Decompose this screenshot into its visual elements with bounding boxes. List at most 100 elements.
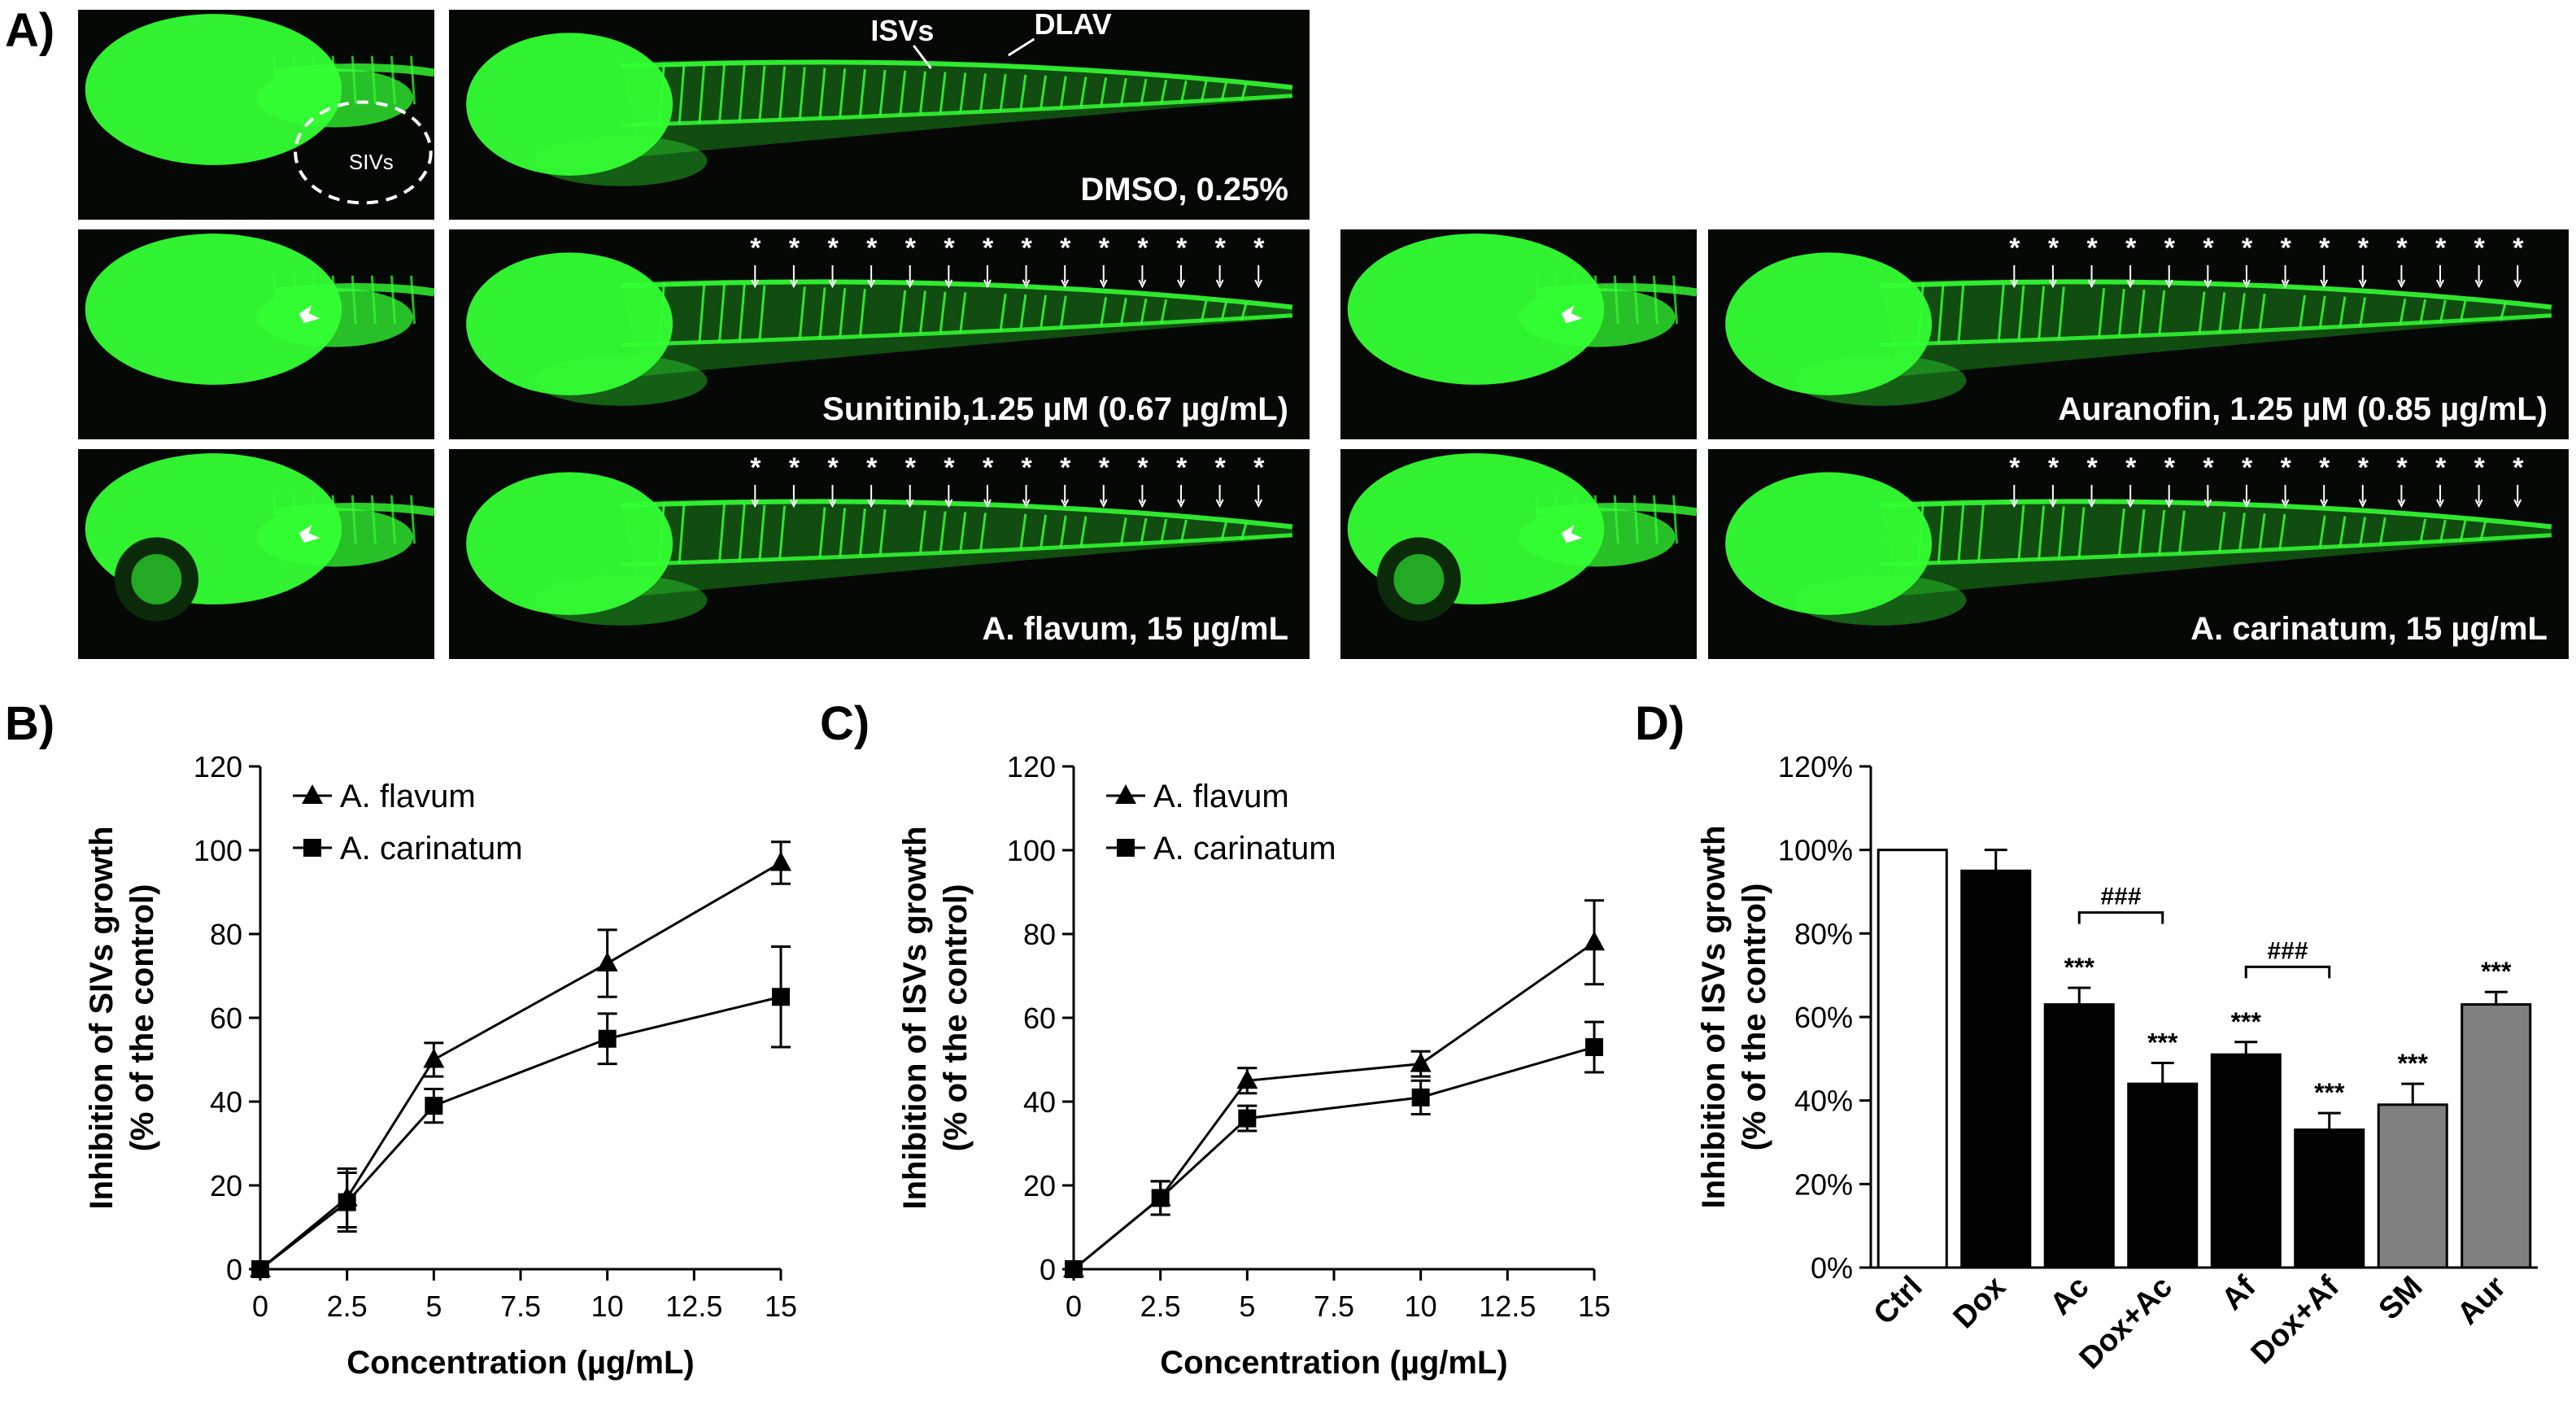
panel-label-a: A)	[5, 4, 55, 57]
micrograph-body-aflavum: * * * * * * * * * * * * * * A. flavum, 15 µg/mL	[449, 449, 1310, 659]
significance-label: ***	[2231, 1007, 2262, 1037]
svg-text:*: *	[983, 233, 994, 264]
bar	[2210, 1053, 2282, 1269]
bar	[2127, 1082, 2199, 1269]
significance-label: ***	[2481, 957, 2512, 986]
data-point	[423, 1048, 445, 1068]
arrow-icon	[1561, 305, 1583, 324]
bar	[2460, 1003, 2532, 1269]
svg-text:*: *	[2242, 233, 2253, 264]
svg-text:*: *	[2513, 233, 2524, 264]
data-point	[598, 1029, 617, 1048]
x-tick-label: 12.5	[1479, 1290, 1536, 1323]
svg-text:*: *	[2087, 452, 2099, 483]
svg-text:*: *	[1022, 452, 1033, 483]
sivs-label: SIVs	[349, 150, 394, 174]
x-tick-label: 7.5	[500, 1290, 541, 1323]
x-tick-label: Ac	[2044, 1270, 2096, 1322]
legend-label: A. carinatum	[340, 831, 523, 866]
y-tick-label: 0	[226, 1253, 242, 1286]
arrow-icon	[299, 525, 320, 543]
svg-text:*: *	[2242, 452, 2253, 483]
svg-text:*: *	[2513, 452, 2524, 483]
x-tick-label: 5	[425, 1290, 442, 1323]
svg-text:*: *	[2396, 452, 2408, 483]
micrograph-caption-auranofin: Auranofin, 1.25 µM (0.85 µg/mL)	[2058, 391, 2548, 427]
error-bar	[2151, 1061, 2174, 1085]
x-tick-label: Af	[2216, 1269, 2263, 1316]
legend-marker	[1115, 784, 1136, 804]
svg-text:*: *	[2087, 233, 2099, 264]
data-point	[1585, 1038, 1603, 1057]
data-point	[1584, 931, 1605, 951]
micrograph-body-dmso: ISVs DLAV DMSO, 0.25%	[449, 10, 1310, 220]
svg-text:*: *	[944, 233, 955, 264]
micrograph-head-acarinatum	[1340, 449, 1697, 659]
series-line-0	[1073, 941, 1595, 1271]
y-tick-label: 60%	[1794, 1001, 1853, 1034]
bracket-label: ###	[2267, 937, 2308, 964]
svg-text:*: *	[2435, 452, 2447, 483]
svg-text:*: *	[944, 452, 955, 483]
svg-text:*: *	[2125, 452, 2137, 483]
micrograph-head-dmso: SIVs	[78, 10, 434, 220]
chart-c-isvs-inhibition: Inhibition of ISVs growth (% of the contr…	[897, 750, 1611, 1381]
error-bar	[2484, 990, 2508, 1005]
svg-text:*: *	[2474, 452, 2486, 483]
data-point	[1411, 1088, 1430, 1106]
data-point	[425, 1097, 443, 1115]
x-tick-label: SM	[2373, 1270, 2430, 1327]
y-tick-label: 80	[1023, 918, 1056, 951]
svg-text:*: *	[1137, 452, 1149, 483]
legend-marker	[302, 784, 323, 804]
data-point	[338, 1193, 356, 1211]
svg-text:*: *	[2358, 233, 2369, 264]
error-bar	[1984, 849, 2007, 871]
isvs-label: ISVs	[870, 14, 934, 47]
x-axis-label: Concentration (µg/mL)	[347, 1345, 694, 1381]
bar	[1960, 869, 2032, 1269]
x-tick-label: Aur	[2451, 1270, 2513, 1332]
bar	[2043, 1003, 2115, 1269]
svg-text:*: *	[750, 452, 761, 483]
x-tick-label: 10	[591, 1290, 624, 1323]
y-tick-label: 20	[1023, 1169, 1056, 1202]
svg-text:*: *	[2474, 233, 2486, 264]
x-tick-label: Dox	[1947, 1270, 2012, 1335]
legend-label: A. carinatum	[1153, 831, 1336, 866]
legend-marker	[1117, 839, 1135, 857]
dlav-label: DLAV	[1034, 10, 1111, 41]
y-axis-label-units: (% of the control)	[938, 884, 974, 1152]
x-tick-label: 2.5	[1140, 1290, 1181, 1323]
svg-text:*: *	[1137, 233, 1149, 264]
x-tick-label: Dox+Ac	[2073, 1270, 2180, 1377]
micrograph-head-auranofin	[1340, 229, 1697, 439]
y-axis-label: Inhibition of ISVs growth	[897, 826, 933, 1209]
svg-text:*: *	[1022, 233, 1033, 264]
data-point	[772, 988, 790, 1006]
x-tick-label: 15	[1578, 1290, 1611, 1323]
data-point	[1410, 1052, 1432, 1072]
svg-text:*: *	[2164, 233, 2176, 264]
svg-text:*: *	[2009, 233, 2020, 264]
error-bar	[2317, 1111, 2341, 1130]
svg-text:*: *	[2164, 452, 2176, 483]
svg-text:*: *	[1099, 452, 1110, 483]
data-point	[1238, 1109, 1257, 1128]
svg-text:*: *	[866, 452, 878, 483]
y-tick-label: 40%	[1794, 1085, 1853, 1118]
y-tick-label: 80%	[1794, 917, 1853, 950]
significance-label: ***	[2064, 953, 2095, 982]
svg-text:*: *	[1060, 233, 1071, 264]
svg-text:*: *	[789, 233, 800, 264]
svg-text:*: *	[828, 233, 839, 264]
micrograph-caption-aflavum: A. flavum, 15 µg/mL	[982, 611, 1288, 647]
data-point	[1236, 1069, 1258, 1089]
y-tick-label: 0	[1040, 1253, 1056, 1286]
svg-text:*: *	[905, 233, 917, 264]
comparison-bracket	[2244, 965, 2331, 979]
y-tick-label: 60	[1023, 1002, 1056, 1035]
svg-text:*: *	[2319, 452, 2330, 483]
svg-text:*: *	[1253, 233, 1265, 264]
micrograph-caption-sunitinib: Sunitinib,1.25 µM (0.67 µg/mL)	[822, 391, 1288, 427]
